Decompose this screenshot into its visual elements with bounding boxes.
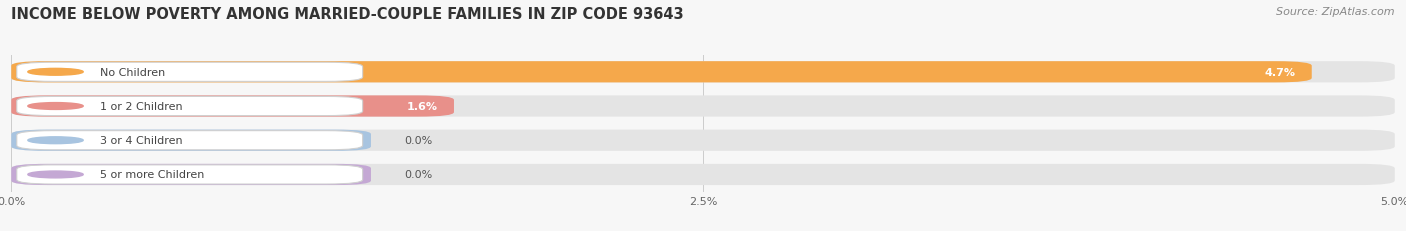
Text: Source: ZipAtlas.com: Source: ZipAtlas.com xyxy=(1277,7,1395,17)
Text: 0.0%: 0.0% xyxy=(404,170,433,180)
FancyBboxPatch shape xyxy=(11,164,371,185)
FancyBboxPatch shape xyxy=(17,63,363,82)
FancyBboxPatch shape xyxy=(11,62,1395,83)
Text: 4.7%: 4.7% xyxy=(1264,67,1295,77)
Circle shape xyxy=(28,137,83,144)
FancyBboxPatch shape xyxy=(17,97,363,116)
Circle shape xyxy=(28,171,83,178)
Text: 3 or 4 Children: 3 or 4 Children xyxy=(100,136,183,146)
FancyBboxPatch shape xyxy=(11,130,1395,151)
FancyBboxPatch shape xyxy=(17,131,363,150)
FancyBboxPatch shape xyxy=(11,96,1395,117)
FancyBboxPatch shape xyxy=(11,96,454,117)
FancyBboxPatch shape xyxy=(11,62,1312,83)
Text: INCOME BELOW POVERTY AMONG MARRIED-COUPLE FAMILIES IN ZIP CODE 93643: INCOME BELOW POVERTY AMONG MARRIED-COUPL… xyxy=(11,7,683,22)
Circle shape xyxy=(28,103,83,110)
Text: 1 or 2 Children: 1 or 2 Children xyxy=(100,102,183,112)
Text: 0.0%: 0.0% xyxy=(404,136,433,146)
Circle shape xyxy=(28,69,83,76)
Text: 5 or more Children: 5 or more Children xyxy=(100,170,204,180)
Text: No Children: No Children xyxy=(100,67,165,77)
FancyBboxPatch shape xyxy=(17,165,363,184)
FancyBboxPatch shape xyxy=(11,130,371,151)
FancyBboxPatch shape xyxy=(11,164,1395,185)
Text: 1.6%: 1.6% xyxy=(406,102,437,112)
